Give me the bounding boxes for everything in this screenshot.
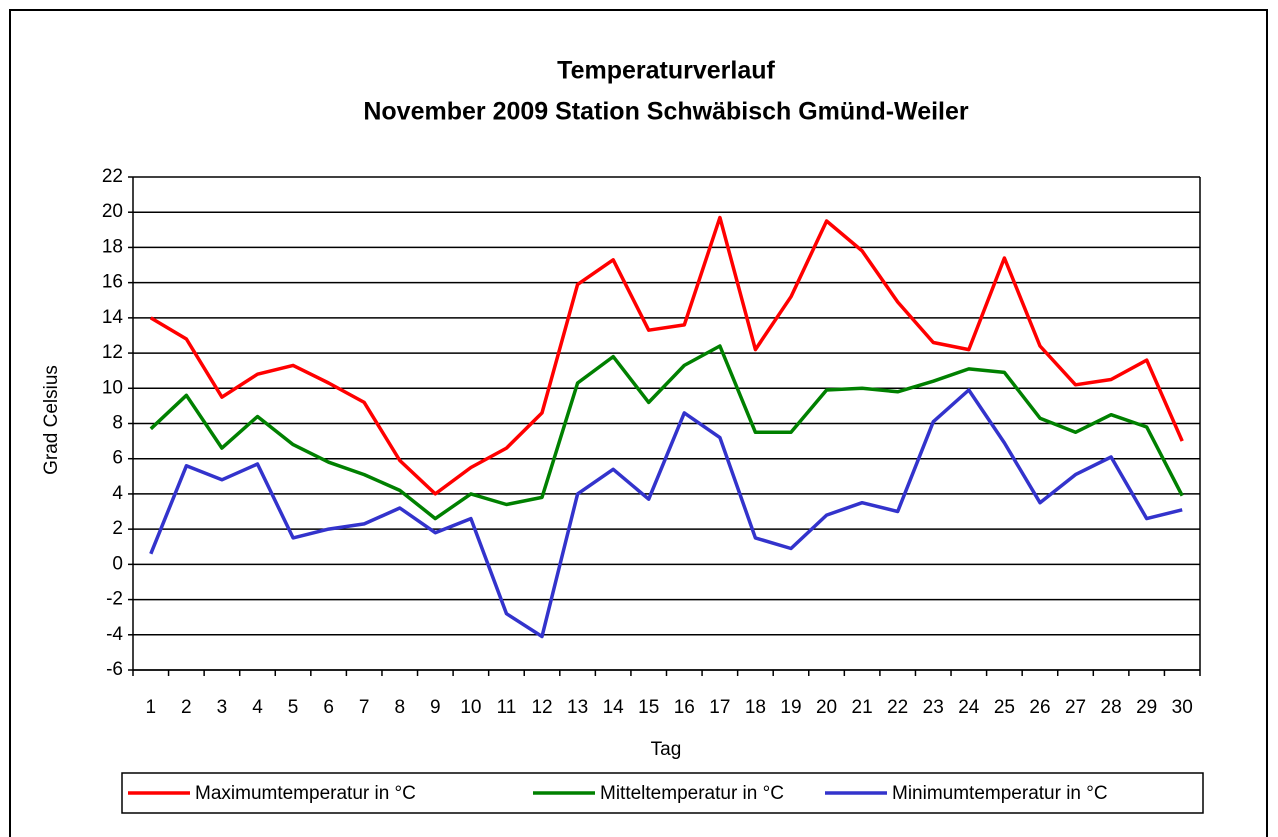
- series-line: [149, 344, 1184, 521]
- x-tick-label: 24: [958, 697, 980, 718]
- y-tick-label: -2: [106, 589, 123, 610]
- y-tick-label: 8: [112, 413, 123, 434]
- legend: [121, 772, 1204, 814]
- y-tick-label: 14: [102, 307, 124, 328]
- x-tick-label: 11: [497, 697, 517, 718]
- series-line: [149, 388, 1183, 639]
- x-tick-label: 28: [1101, 697, 1122, 718]
- x-tick-label: 4: [252, 697, 263, 718]
- x-tick-label: 8: [394, 697, 405, 718]
- x-tick-label: 19: [780, 697, 801, 718]
- x-axis-label: Tag: [651, 739, 682, 760]
- x-tick-label: 10: [460, 697, 481, 718]
- x-tick-label: 20: [816, 697, 837, 718]
- legend-label: Maximumtemperatur in °C: [195, 783, 416, 804]
- y-tick-label: 0: [112, 553, 123, 574]
- x-tick-label: 9: [430, 697, 441, 718]
- x-tick-label: 21: [852, 697, 873, 718]
- x-tick-label: 27: [1065, 697, 1086, 718]
- legend-label: Minimumtemperatur in °C: [892, 783, 1108, 804]
- x-tick-label: 22: [887, 697, 908, 718]
- x-tick-label: 30: [1172, 697, 1193, 718]
- x-tick-label: 6: [323, 697, 334, 718]
- y-tick-label: 16: [102, 272, 123, 293]
- y-tick-label: -4: [106, 624, 123, 645]
- x-tick-label: 1: [145, 697, 156, 718]
- x-tick-label: 12: [531, 697, 552, 718]
- x-tick-label: 25: [994, 697, 1015, 718]
- chart-title: Temperaturverlauf: [557, 57, 775, 85]
- x-tick-label: 14: [603, 697, 625, 718]
- y-tick-label: 4: [112, 483, 123, 504]
- x-tick-label: 16: [674, 697, 695, 718]
- x-tick-label: 2: [181, 697, 192, 718]
- y-tick-label: 18: [102, 236, 123, 257]
- x-tick-label: 15: [638, 697, 659, 718]
- y-axis-label: Grad Celsius: [41, 365, 62, 475]
- x-tick-label: 5: [288, 697, 299, 718]
- x-tick-label: 17: [709, 697, 730, 718]
- y-tick-label: 6: [112, 448, 123, 469]
- y-tick-label: -6: [106, 659, 123, 680]
- x-tick-label: 29: [1136, 697, 1157, 718]
- series-line: [149, 215, 1184, 496]
- x-tick-label: 26: [1029, 697, 1050, 718]
- y-tick-label: 22: [102, 166, 123, 187]
- x-tick-label: 3: [217, 697, 228, 718]
- y-tick-label: 12: [102, 342, 123, 363]
- y-tick-label: 10: [102, 377, 123, 398]
- x-tick-label: 18: [745, 697, 766, 718]
- y-tick-label: 20: [102, 201, 123, 222]
- x-tick-label: 23: [923, 697, 944, 718]
- y-tick-label: 2: [112, 518, 123, 539]
- chart-subtitle: November 2009 Station Schwäbisch Gmünd-W…: [363, 98, 969, 126]
- legend-label: Mitteltemperatur in °C: [600, 783, 784, 804]
- x-tick-label: 7: [359, 697, 370, 718]
- x-tick-label: 13: [567, 697, 588, 718]
